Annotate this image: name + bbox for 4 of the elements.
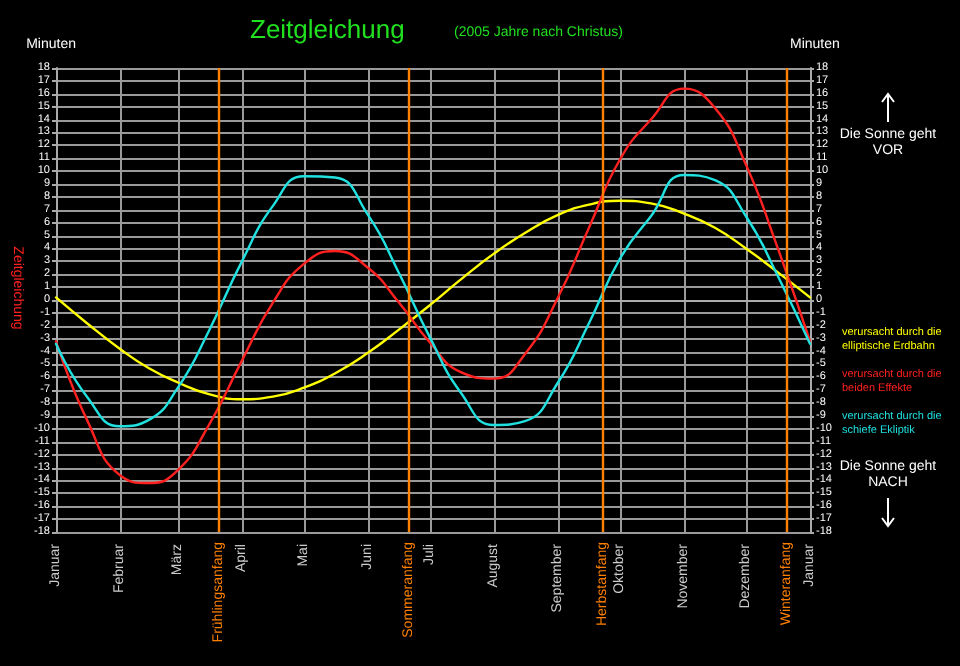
line-series: [54, 173, 812, 428]
line-series: [54, 87, 812, 485]
line-series: [54, 199, 812, 401]
chart-title: Zeitgleichung: [250, 14, 405, 44]
